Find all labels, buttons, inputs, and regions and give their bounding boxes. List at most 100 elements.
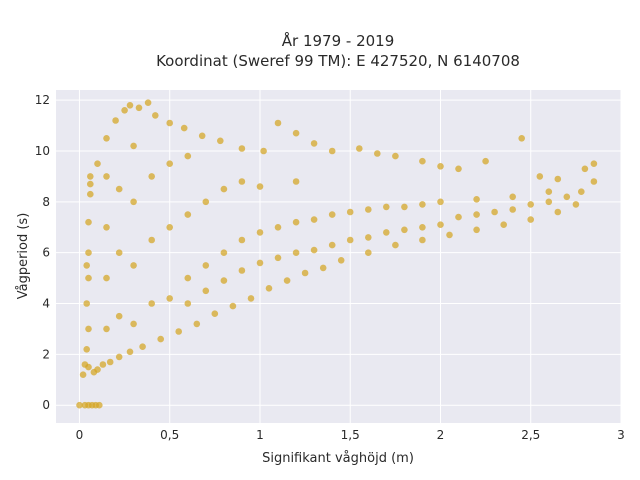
scatter-point bbox=[211, 310, 219, 318]
scatter-point bbox=[180, 124, 188, 132]
scatter-point bbox=[238, 178, 246, 185]
scatter-point bbox=[527, 216, 534, 223]
scatter-point bbox=[446, 231, 453, 239]
x-axis-ticks: 0 0,5 1 1,5 2 2,5 3 bbox=[76, 428, 625, 442]
x-axis-label: Signifikant våghöjd (m) bbox=[262, 451, 414, 466]
scatter-point bbox=[328, 241, 336, 249]
scatter-point bbox=[198, 132, 206, 140]
scatter-point bbox=[392, 152, 399, 160]
scatter-point bbox=[220, 185, 228, 193]
scatter-point bbox=[509, 206, 516, 213]
scatter-point bbox=[115, 249, 123, 256]
scatter-point bbox=[319, 264, 327, 272]
scatter-point bbox=[202, 262, 210, 269]
scatter-point bbox=[103, 325, 110, 333]
scatter-point bbox=[374, 150, 381, 157]
scatter-point bbox=[590, 160, 598, 167]
y-axis-label: Vågperiod (s) bbox=[16, 213, 31, 300]
scatter-point bbox=[193, 320, 201, 328]
scatter-point bbox=[365, 249, 372, 256]
scatter-point bbox=[545, 188, 553, 195]
scatter-point bbox=[265, 285, 273, 292]
scatter-point bbox=[365, 234, 372, 241]
scatter-point bbox=[85, 274, 92, 282]
scatter-point bbox=[96, 401, 103, 409]
scatter-point bbox=[473, 211, 480, 218]
scatter-point bbox=[99, 361, 107, 368]
scatter-point bbox=[238, 236, 246, 244]
x-tick-label: 1 bbox=[256, 428, 264, 442]
scatter-point bbox=[130, 262, 137, 269]
scatter-point bbox=[166, 224, 173, 231]
scatter-point bbox=[437, 198, 444, 206]
plot-area bbox=[56, 90, 621, 423]
scatter-point bbox=[144, 99, 152, 106]
scatter-point bbox=[301, 269, 309, 277]
x-tick-label: 0 bbox=[76, 428, 84, 442]
scatter-point bbox=[115, 353, 123, 361]
scatter-point bbox=[148, 300, 155, 307]
grid-lines bbox=[56, 90, 622, 423]
scatter-point bbox=[419, 201, 426, 208]
scatter-point bbox=[85, 325, 92, 333]
y-tick-label: 4 bbox=[42, 297, 50, 311]
scatter-point bbox=[130, 320, 137, 328]
scatter-point bbox=[130, 142, 137, 150]
scatter-point bbox=[310, 246, 318, 254]
scatter-point bbox=[87, 180, 94, 188]
scatter-point bbox=[103, 224, 110, 231]
scatter-point bbox=[274, 119, 282, 127]
scatter-point bbox=[346, 208, 354, 216]
scatter-point bbox=[455, 213, 462, 221]
scatter-point bbox=[79, 371, 87, 379]
scatter-point bbox=[184, 300, 192, 307]
scatter-point bbox=[256, 229, 264, 236]
x-tick-label: 3 bbox=[617, 428, 625, 442]
scatter-point bbox=[152, 112, 159, 119]
scatter-point bbox=[184, 274, 192, 282]
y-tick-label: 0 bbox=[42, 398, 50, 412]
scatter-point bbox=[220, 249, 228, 256]
y-axis-ticks: 0 2 4 6 8 10 12 bbox=[35, 93, 50, 412]
scatter-point bbox=[563, 193, 571, 201]
scatter-point bbox=[482, 157, 489, 165]
scatter-point bbox=[85, 218, 92, 226]
scatter-point bbox=[274, 224, 282, 231]
scatter-point bbox=[87, 173, 94, 180]
scatter-point bbox=[473, 226, 480, 234]
scatter-point bbox=[135, 104, 143, 112]
scatter-point bbox=[157, 335, 164, 343]
scatter-point bbox=[337, 257, 345, 264]
scatter-point bbox=[202, 287, 210, 295]
scatter-point bbox=[419, 236, 426, 244]
scatter-point bbox=[103, 274, 110, 282]
scatter-point bbox=[500, 221, 508, 228]
scatter-point bbox=[419, 224, 426, 231]
scatter-point bbox=[518, 135, 525, 142]
scatter-point bbox=[121, 107, 128, 114]
scatter-point bbox=[85, 249, 92, 256]
scatter-point bbox=[83, 346, 90, 353]
scatter-point bbox=[491, 208, 498, 216]
y-tick-label: 8 bbox=[42, 195, 50, 209]
scatter-point bbox=[85, 363, 92, 371]
scatter-point bbox=[166, 119, 173, 127]
scatter-point bbox=[148, 173, 155, 180]
scatter-point bbox=[383, 229, 390, 236]
scatter-point bbox=[554, 208, 562, 216]
scatter-point bbox=[437, 221, 444, 228]
scatter-point bbox=[229, 302, 237, 310]
scatter-point bbox=[260, 147, 267, 155]
scatter-point bbox=[103, 135, 110, 142]
scatter-point bbox=[115, 185, 123, 193]
x-tick-label: 1,5 bbox=[341, 428, 360, 442]
scatter-point bbox=[220, 277, 228, 284]
scatter-point bbox=[184, 211, 192, 218]
x-tick-label: 0,5 bbox=[160, 428, 179, 442]
scatter-point bbox=[328, 211, 336, 218]
scatter-point bbox=[545, 198, 553, 206]
scatter-point bbox=[130, 198, 137, 206]
y-tick-label: 2 bbox=[42, 347, 50, 361]
scatter-point bbox=[328, 147, 336, 155]
scatter-point bbox=[126, 348, 134, 356]
